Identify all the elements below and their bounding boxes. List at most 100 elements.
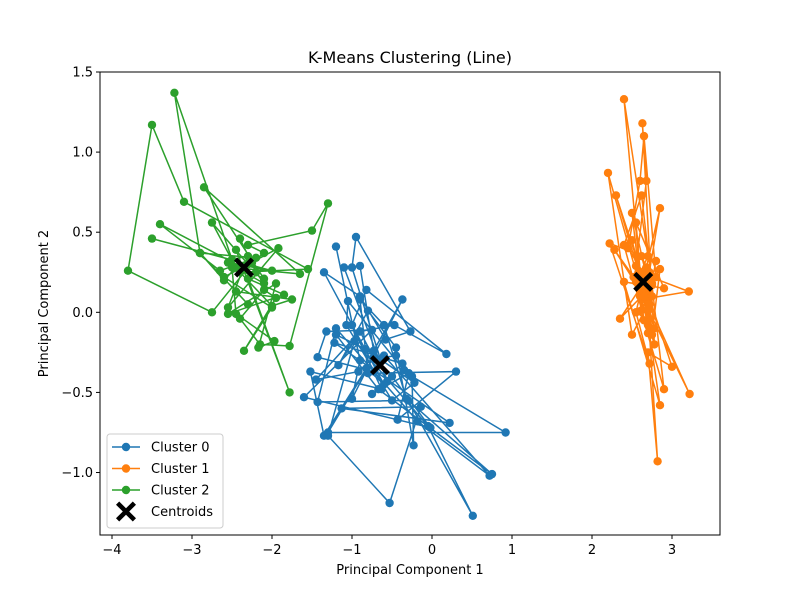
data-point [223,309,233,319]
data-point [306,367,315,376]
data-point [684,287,693,296]
data-point [685,389,694,399]
data-point [381,335,390,344]
data-point [331,330,341,339]
data-point [387,372,397,381]
data-point [639,131,649,141]
data-point [251,253,261,262]
data-point [647,330,657,339]
data-point [279,290,289,299]
data-point [611,191,621,200]
data-point [259,274,269,283]
data-point [387,396,397,405]
data-point [398,295,407,304]
legend-label: Cluster 2 [151,484,210,499]
data-point [147,234,157,243]
y-axis-label: Principal Component 2 [37,230,52,377]
series-2 [123,88,333,397]
data-point [311,375,321,384]
y-tick-label: −1.0 [61,466,93,481]
x-axis-label: Principal Component 1 [336,563,483,578]
data-point [637,252,646,261]
y-tick-label: 0.0 [72,306,93,321]
y-tick-label: −0.5 [61,386,93,401]
centroid-marker [234,257,254,278]
data-point [267,266,277,275]
data-point [659,284,669,293]
data-point [642,176,651,186]
data-point [619,95,629,104]
data-point [285,388,294,397]
data-point [619,240,629,250]
x-tick-label: 3 [668,543,676,558]
legend-marker [121,464,131,473]
data-point [363,306,373,315]
axis-ticks: −4 −3 −2 −1 0 1 2 3 −1.0 −0.5 0.0 0.5 1.0 1.5 [61,66,676,559]
data-point [445,418,454,428]
data-point [207,218,217,227]
data-point [406,327,415,336]
axes-frame [99,71,721,536]
data-point [651,272,661,282]
data-point [254,343,263,352]
data-point [347,263,357,272]
data-point [243,240,253,250]
centroid-marker [370,355,390,376]
data-point [350,336,359,346]
data-point [243,300,253,309]
x-tick-label: −2 [262,543,281,558]
legend-centroid-icon [116,501,136,522]
data-point [610,245,619,254]
data-point [403,396,413,405]
data-point [659,385,669,394]
data-point [369,346,378,355]
data-point [319,268,329,277]
data-point [355,356,365,365]
data-point [267,303,277,312]
data-point [631,261,641,271]
data-point [123,266,133,275]
legend-item: Cluster 1 [112,462,210,477]
data-point [639,316,649,325]
data-point [643,304,653,314]
data-point [270,336,279,346]
data-point [391,343,401,352]
data-point [355,261,365,271]
data-point [259,285,269,295]
data-point [605,239,614,248]
data-point [501,428,510,437]
data-point [651,256,661,266]
data-point [655,204,665,213]
data-point [343,296,353,306]
data-point [231,287,241,296]
data-point [410,378,419,387]
data-point [643,348,653,357]
data-point [627,208,637,218]
data-point [404,369,413,378]
data-point [603,168,613,178]
data-point [627,330,637,339]
data-point [339,263,349,272]
centroid-marker [633,271,654,292]
data-point [231,309,241,319]
data-point [274,244,283,253]
data-point [323,431,333,440]
data-point [639,292,649,301]
legend-item: Centroids [116,501,213,522]
y-tick-label: 1.0 [72,146,93,161]
data-point [355,327,365,336]
data-point [637,191,646,200]
data-point [334,361,343,370]
data-point [367,325,377,335]
data-point [331,324,341,333]
data-point [207,308,217,317]
data-point [223,303,233,312]
legend-label: Cluster 0 [151,441,210,456]
data-point [227,255,237,264]
data-point [323,199,333,208]
data-point [199,183,209,192]
data-point [615,314,625,323]
data-point [235,234,245,243]
data-point [179,197,189,206]
